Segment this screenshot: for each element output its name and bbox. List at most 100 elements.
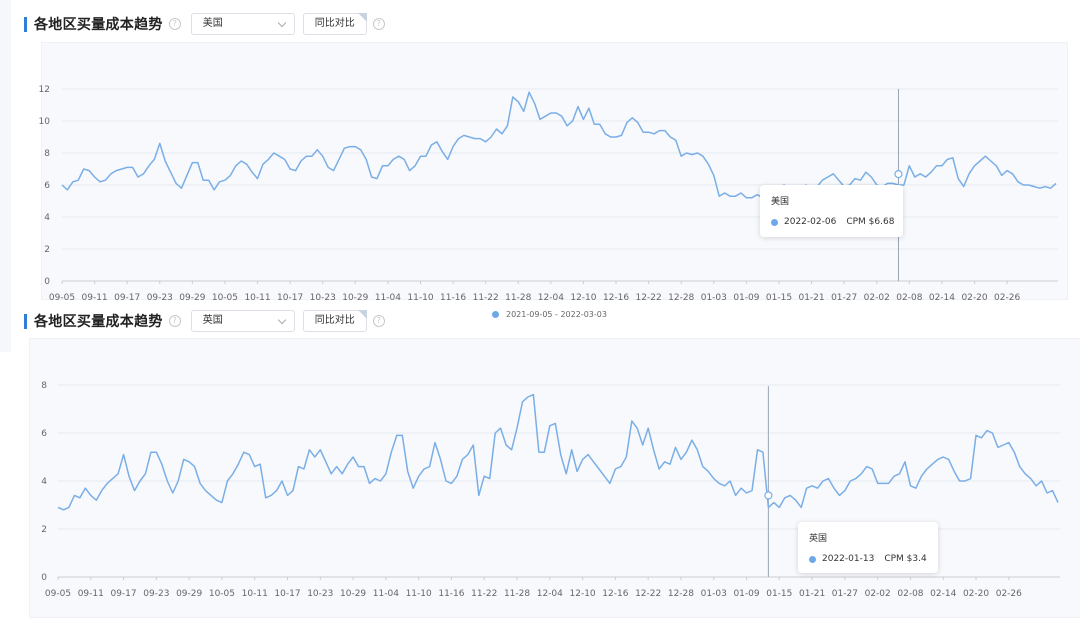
x-tick-label: 09-29 (179, 293, 205, 303)
x-tick-label: 01-15 (766, 589, 792, 599)
y-tick-label: 2 (41, 525, 47, 535)
x-tick-label: 10-11 (244, 293, 270, 303)
x-tick-label: 12-10 (570, 293, 596, 303)
x-tick-label: 09-17 (114, 293, 140, 303)
x-tick-label: 02-02 (865, 589, 891, 599)
series-line (61, 91, 1057, 199)
compare-button[interactable]: 同比对比 (302, 310, 367, 332)
x-tick-label: 01-27 (831, 293, 857, 303)
x-tick-label: 11-04 (375, 293, 401, 303)
x-tick-label: 10-11 (242, 589, 268, 599)
y-tick-label: 6 (41, 429, 47, 439)
x-tick-label: 01-03 (701, 589, 727, 599)
x-tick-label: 09-11 (78, 589, 104, 599)
compare-button[interactable]: 同比对比 (302, 13, 367, 35)
legend-label: 2021-09-05 - 2022-03-03 (506, 310, 607, 319)
x-tick-label: 01-09 (733, 293, 759, 303)
x-tick-label: 02-14 (929, 293, 955, 303)
left-sidebar-strip (0, 0, 11, 352)
x-tick-label: 12-22 (636, 293, 662, 303)
x-tick-label: 10-17 (277, 293, 303, 303)
x-tick-label: 01-27 (832, 589, 858, 599)
series-line (57, 393, 1059, 511)
y-tick-label: 4 (44, 213, 50, 223)
x-tick-label: 01-21 (799, 589, 825, 599)
y-tick-label: 2 (44, 245, 50, 255)
help-icon[interactable]: ? (168, 315, 181, 327)
x-tick-label: 09-23 (143, 589, 169, 599)
x-tick-label: 01-21 (798, 293, 824, 303)
x-tick-label: 12-04 (538, 293, 564, 303)
chart-panel-1: 各地区买量成本趋势 ? 美国 同比对比 ? 0 2 4 6 8 10 12 09-05 09-1… (0, 0, 1080, 303)
x-tick-label: 09-29 (176, 589, 202, 599)
x-tick-label: 11-16 (438, 589, 464, 599)
x-tick-label: 10-05 (209, 589, 235, 599)
x-tick-label: 09-11 (82, 293, 108, 303)
x-tick-label: 11-10 (407, 293, 433, 303)
tooltip-date: 2022-02-06 (784, 217, 837, 227)
panel-header: 各地区买量成本趋势 ? 美国 同比对比 ? (24, 11, 385, 37)
x-tick-label: 11-28 (504, 589, 530, 599)
panel-header: 各地区买量成本趋势 ? 英国 同比对比 ? (24, 308, 385, 334)
help-icon[interactable]: ? (372, 18, 385, 30)
x-tick-label: 02-02 (864, 293, 890, 303)
help-icon[interactable]: ? (168, 18, 181, 30)
x-tick-label: 02-08 (896, 293, 922, 303)
x-tick-label: 11-04 (373, 589, 399, 599)
tooltip-country: 英国 (809, 534, 828, 544)
x-tick-label: 02-14 (930, 589, 956, 599)
line-chart-1[interactable]: 0 2 4 6 8 10 12 09-05 09-11 09-17 09-23 09-29 10-05 1… (0, 0, 1080, 303)
legend-dot-icon (492, 311, 499, 318)
x-tick-label: 10-23 (310, 293, 336, 303)
title-accent-bar (24, 16, 27, 32)
country-select-value: 美国 (202, 18, 223, 29)
y-tick-label: 0 (41, 573, 47, 583)
y-tick-label: 6 (44, 181, 50, 191)
chart-panel-2: 各地区买量成本趋势 ? 英国 同比对比 ? 0 2 4 6 8 09-05 09-11 09-… (0, 300, 1080, 618)
x-tick-label: 02-26 (996, 589, 1022, 599)
x-tick-label: 12-28 (668, 589, 694, 599)
x-tick-label: 12-16 (603, 293, 629, 303)
series-dot-icon (809, 555, 816, 563)
x-tick-label: 10-17 (274, 589, 300, 599)
chart-legend[interactable]: 2021-09-05 - 2022-03-03 (492, 310, 607, 319)
x-tick-label: 02-26 (994, 293, 1020, 303)
series-dot-icon (771, 218, 778, 226)
x-tick-label: 10-29 (342, 293, 368, 303)
corner-mark-icon (357, 13, 367, 22)
x-tick-label: 10-23 (307, 589, 333, 599)
x-tick-label: 11-22 (471, 589, 497, 599)
x-tick-label: 12-10 (570, 589, 596, 599)
tooltip-date: 2022-01-13 (822, 554, 875, 564)
hover-point (764, 491, 773, 500)
x-tick-label: 11-22 (473, 293, 499, 303)
y-tick-label: 10 (39, 117, 51, 127)
tooltip-row: 2022-02-06 CPM $6.68 (771, 217, 894, 227)
panel-title: 各地区买量成本趋势 (34, 17, 163, 33)
x-tick-label: 11-28 (505, 293, 531, 303)
compare-button-label: 同比对比 (314, 18, 355, 29)
x-tick-label: 12-04 (537, 589, 563, 599)
x-tick-label: 11-16 (440, 293, 466, 303)
x-tick-label: 12-28 (668, 293, 694, 303)
x-tick-label: 09-17 (110, 589, 136, 599)
help-icon[interactable]: ? (372, 315, 385, 327)
country-select[interactable]: 美国 (190, 13, 295, 35)
tooltip-country: 美国 (771, 197, 790, 207)
country-select[interactable]: 英国 (190, 310, 295, 332)
x-tick-label: 01-03 (701, 293, 727, 303)
chart-tooltip: 英国 2022-01-13 CPM $3.4 (798, 522, 938, 573)
y-tick-label: 8 (41, 381, 47, 391)
x-tick-label: 09-05 (45, 589, 71, 599)
x-tick-label: 09-23 (147, 293, 173, 303)
hover-point (894, 170, 903, 179)
y-tick-label: 8 (44, 149, 50, 159)
country-select-value: 英国 (202, 315, 223, 326)
x-tick-label: 12-22 (635, 589, 661, 599)
y-tick-label: 4 (41, 477, 47, 487)
x-tick-label: 01-15 (766, 293, 792, 303)
x-tick-label: 09-05 (49, 293, 75, 303)
corner-mark-icon (357, 310, 367, 319)
y-tick-label: 12 (39, 85, 50, 95)
x-tick-label: 02-20 (961, 293, 987, 303)
